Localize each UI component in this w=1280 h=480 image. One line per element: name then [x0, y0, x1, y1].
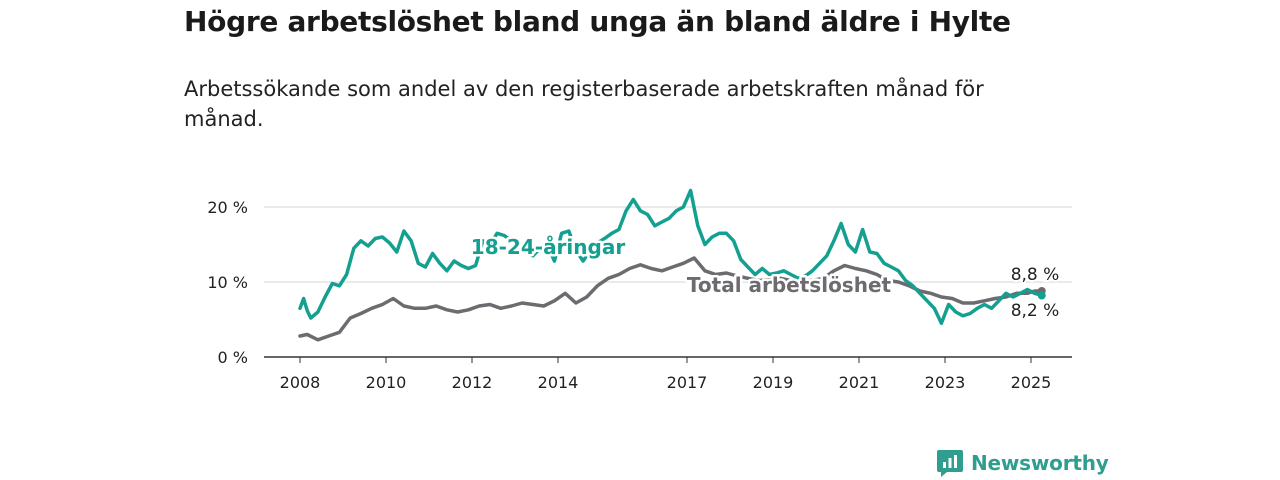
- brand-name: Newsworthy: [971, 451, 1109, 475]
- y-axis-ticks: 0 % 10 % 20 %: [207, 198, 248, 367]
- youth-end-point: [1037, 291, 1046, 300]
- total-series-label: Total arbetslöshet: [687, 273, 892, 297]
- series-lines: [298, 188, 1046, 342]
- x-tick-label: 2012: [452, 373, 493, 392]
- x-tick-label: 2017: [667, 373, 708, 392]
- y-tick-label: 10 %: [207, 273, 248, 292]
- brand[interactable]: Newsworthy: [936, 448, 1109, 478]
- y-tick-label: 0 %: [218, 348, 248, 367]
- x-tick-label: 2021: [839, 373, 880, 392]
- x-tick-label: 2008: [280, 373, 321, 392]
- y-tick-label: 20 %: [207, 198, 248, 217]
- youth-end-value-label: 8,2 %: [1011, 301, 1060, 321]
- x-tick-label: 2023: [925, 373, 966, 392]
- series-labels: 18-24-åringar Total arbetslöshet 8,8 % 8,2 …: [468, 233, 1061, 324]
- x-tick-label: 2019: [753, 373, 794, 392]
- chart-subtitle: Arbetssökande som andel av den registerb…: [184, 77, 984, 131]
- chart-title: Högre arbetslöshet bland unga än bland ä…: [184, 5, 1011, 38]
- youth-series-line: [298, 188, 1044, 326]
- total-end-value-label: 8,8 %: [1011, 265, 1060, 285]
- line-chart: 0 % 10 % 20 % 2008 2010 2012 2014 2017 2019 2021…: [207, 188, 1072, 392]
- youth-series-label: 18-24-åringar: [471, 235, 626, 259]
- x-tick-label: 2025: [1011, 373, 1052, 392]
- total-series-line: [298, 256, 1044, 342]
- x-axis: 2008 2010 2012 2014 2017 2019 2021 2023 2025: [264, 356, 1072, 392]
- gridlines: [264, 206, 1072, 283]
- x-tick-label: 2010: [366, 373, 407, 392]
- x-tick-label: 2014: [538, 373, 579, 392]
- newsworthy-logo-icon: [937, 450, 963, 477]
